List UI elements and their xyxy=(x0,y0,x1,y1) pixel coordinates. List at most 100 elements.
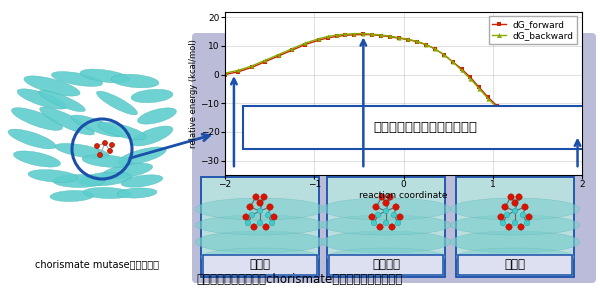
Ellipse shape xyxy=(71,115,123,137)
Circle shape xyxy=(379,194,385,200)
Ellipse shape xyxy=(80,69,130,83)
Ellipse shape xyxy=(121,175,163,187)
dG_forward xyxy=(351,33,358,36)
dG_forward xyxy=(235,70,242,73)
dG_forward xyxy=(494,104,501,108)
Ellipse shape xyxy=(195,231,325,253)
Ellipse shape xyxy=(321,231,451,253)
Text: 自由エネルギープロファイル: 自由エネルギープロファイル xyxy=(374,121,478,134)
dG_forward xyxy=(248,66,256,69)
Ellipse shape xyxy=(17,89,67,109)
dG_forward xyxy=(315,38,322,42)
Circle shape xyxy=(516,194,522,200)
Ellipse shape xyxy=(321,198,451,220)
Ellipse shape xyxy=(195,215,325,235)
Line: dG_backward: dG_backward xyxy=(223,32,584,139)
Ellipse shape xyxy=(98,122,146,140)
dG_forward xyxy=(431,47,439,51)
Line: dG_forward: dG_forward xyxy=(223,33,584,137)
dG_forward xyxy=(458,67,465,71)
dG_backward xyxy=(333,33,340,37)
Circle shape xyxy=(245,220,251,226)
dG_forward xyxy=(578,134,586,137)
dG_backward xyxy=(315,37,322,40)
FancyBboxPatch shape xyxy=(192,33,596,283)
Legend: dG_forward, dG_backward: dG_forward, dG_backward xyxy=(488,16,577,44)
dG_forward xyxy=(413,40,421,43)
Ellipse shape xyxy=(117,188,157,198)
dG_backward xyxy=(324,35,331,38)
Ellipse shape xyxy=(83,188,131,199)
Ellipse shape xyxy=(53,175,105,188)
Text: 始原系: 始原系 xyxy=(250,258,271,271)
dG_backward xyxy=(351,32,358,35)
Circle shape xyxy=(512,208,518,214)
dG_forward xyxy=(377,34,385,37)
Circle shape xyxy=(247,204,253,210)
dG_backward xyxy=(440,53,447,56)
dG_forward xyxy=(368,33,376,36)
dG_forward xyxy=(467,76,474,79)
Circle shape xyxy=(393,204,399,210)
Ellipse shape xyxy=(55,143,109,159)
dG_forward xyxy=(221,73,229,76)
dG_backward xyxy=(516,120,523,124)
dG_forward xyxy=(516,119,523,122)
Ellipse shape xyxy=(450,231,580,253)
X-axis label: reaction coordinate: reaction coordinate xyxy=(359,191,448,200)
dG_backward xyxy=(289,47,296,51)
Ellipse shape xyxy=(101,163,152,179)
Ellipse shape xyxy=(137,108,176,124)
Circle shape xyxy=(524,220,530,226)
Ellipse shape xyxy=(39,90,85,112)
dG_forward xyxy=(395,36,403,40)
Circle shape xyxy=(397,214,403,220)
dG_forward xyxy=(422,43,430,46)
Ellipse shape xyxy=(24,76,80,96)
Circle shape xyxy=(389,224,395,230)
Ellipse shape xyxy=(82,155,132,167)
dG_forward xyxy=(476,86,483,89)
Ellipse shape xyxy=(456,248,574,266)
Ellipse shape xyxy=(28,170,78,182)
Circle shape xyxy=(500,220,506,226)
Ellipse shape xyxy=(111,74,159,88)
Circle shape xyxy=(383,220,389,226)
Circle shape xyxy=(506,224,512,230)
FancyBboxPatch shape xyxy=(201,177,319,277)
Circle shape xyxy=(377,224,383,230)
dG_forward xyxy=(360,33,367,36)
dG_forward xyxy=(569,133,577,136)
Ellipse shape xyxy=(78,172,132,186)
dG_backward xyxy=(360,32,367,35)
Ellipse shape xyxy=(201,248,319,266)
dG_forward xyxy=(333,35,340,38)
FancyBboxPatch shape xyxy=(203,255,317,275)
dG_forward xyxy=(342,34,349,37)
FancyBboxPatch shape xyxy=(458,255,572,275)
Circle shape xyxy=(249,212,255,218)
dG_backward xyxy=(467,77,474,81)
Circle shape xyxy=(373,204,379,210)
Circle shape xyxy=(253,194,259,200)
Y-axis label: relative energy (kcal/mol): relative energy (kcal/mol) xyxy=(188,39,197,148)
dG_forward xyxy=(440,53,447,56)
FancyBboxPatch shape xyxy=(329,255,443,275)
Ellipse shape xyxy=(450,198,580,220)
Circle shape xyxy=(257,200,263,206)
Circle shape xyxy=(498,214,504,220)
Ellipse shape xyxy=(11,108,62,130)
Circle shape xyxy=(95,144,100,149)
Circle shape xyxy=(269,220,275,226)
Circle shape xyxy=(522,204,528,210)
dG_backward xyxy=(431,47,439,51)
Ellipse shape xyxy=(327,248,445,266)
dG_backward xyxy=(458,68,465,72)
Circle shape xyxy=(391,212,397,218)
Ellipse shape xyxy=(131,126,173,146)
dG_backward xyxy=(422,43,430,46)
Text: 遷移状態: 遷移状態 xyxy=(372,258,400,271)
Ellipse shape xyxy=(131,89,173,103)
dG_forward xyxy=(275,54,282,58)
dG_backward xyxy=(578,135,586,138)
